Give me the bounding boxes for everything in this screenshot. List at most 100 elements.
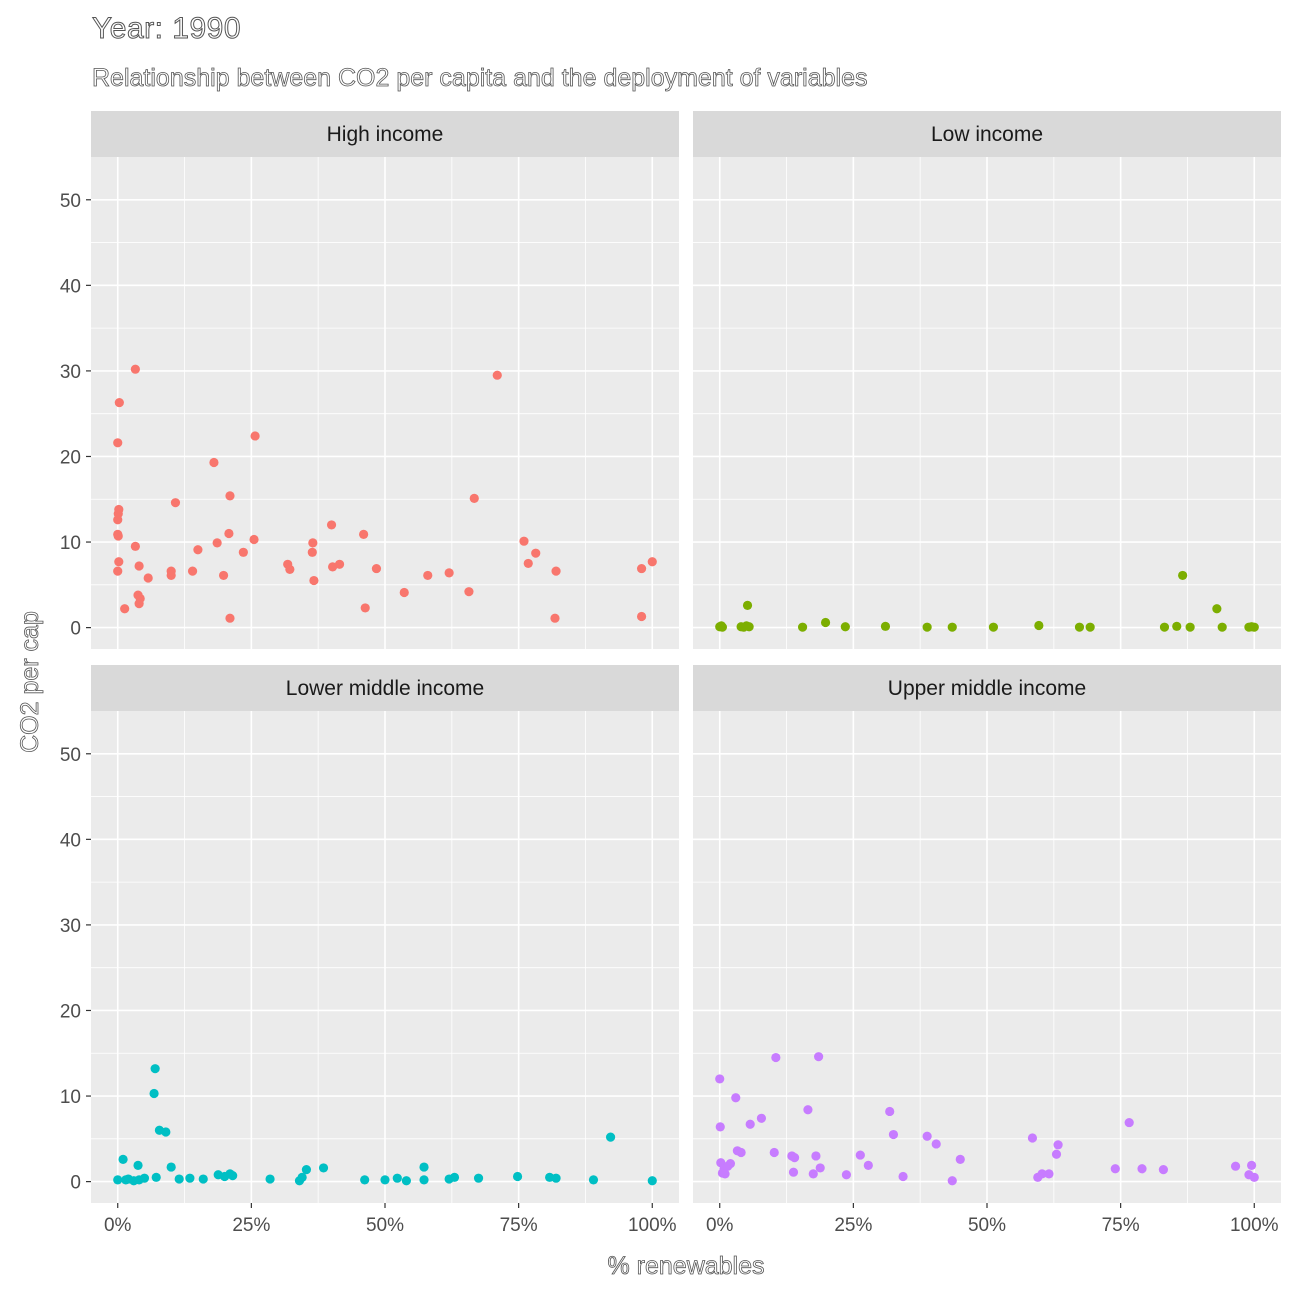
data-point <box>955 1154 965 1164</box>
data-point <box>922 1131 932 1141</box>
data-point <box>469 493 479 504</box>
data-point <box>808 1169 818 1179</box>
data-point <box>166 1162 176 1172</box>
data-point <box>249 534 259 545</box>
data-point <box>166 570 176 581</box>
data-point <box>588 1175 599 1185</box>
data-point <box>803 1105 813 1115</box>
data-point <box>880 621 891 631</box>
x-tick-label: 25% <box>232 1215 270 1236</box>
data-point <box>134 599 144 609</box>
data-point <box>898 1171 908 1182</box>
data-point <box>170 498 181 508</box>
data-point <box>371 563 382 574</box>
data-point <box>113 1175 123 1185</box>
data-point <box>551 1173 561 1183</box>
data-point <box>1137 1164 1147 1174</box>
chart-title: Year: 1990 <box>91 12 242 46</box>
data-point <box>401 1176 411 1186</box>
data-point <box>715 1074 725 1084</box>
data-point <box>473 1173 484 1183</box>
facet-strip <box>693 665 1281 711</box>
data-point <box>715 1122 725 1132</box>
data-point <box>174 1174 184 1184</box>
data-point <box>449 1172 460 1182</box>
data-point <box>1034 620 1044 631</box>
data-point <box>756 1113 767 1123</box>
data-point <box>423 570 433 581</box>
data-point <box>118 1154 128 1164</box>
data-point <box>334 559 345 569</box>
x-tick-label: 0% <box>706 1215 734 1236</box>
data-point <box>841 1170 852 1180</box>
data-point <box>840 622 850 632</box>
x-tick-label: 50% <box>366 1215 404 1236</box>
data-point <box>636 611 647 622</box>
data-point <box>419 1162 429 1172</box>
data-point <box>113 515 123 525</box>
y-tick-label: 10 <box>60 1087 81 1108</box>
data-point <box>228 1171 238 1181</box>
data-point <box>885 1106 895 1117</box>
data-point <box>265 1174 275 1184</box>
data-point <box>1074 622 1085 632</box>
x-tick-label: 75% <box>1102 1215 1140 1236</box>
y-tick-label: 0 <box>70 619 81 640</box>
data-point <box>771 1052 781 1063</box>
data-point <box>605 1132 616 1142</box>
data-point <box>888 1129 899 1140</box>
y-axis-title: CO2 per cap <box>16 611 44 753</box>
x-tick-label: 100% <box>1230 1215 1279 1236</box>
data-point <box>1158 1165 1168 1175</box>
data-point <box>198 1174 208 1184</box>
y-tick-label: 10 <box>60 533 81 554</box>
data-point <box>392 1173 402 1183</box>
y-tick-label: 40 <box>60 830 81 851</box>
x-tick-label: 25% <box>834 1215 872 1236</box>
data-point <box>238 547 248 557</box>
data-point <box>1044 1169 1054 1179</box>
data-point <box>328 562 338 572</box>
facet-strip <box>693 111 1281 157</box>
data-point <box>149 1088 159 1099</box>
data-point <box>550 613 560 623</box>
data-point <box>285 564 295 575</box>
data-point <box>863 1160 873 1170</box>
data-point <box>309 575 319 586</box>
data-point <box>209 457 219 468</box>
data-point <box>308 538 318 548</box>
data-point <box>1172 621 1182 631</box>
data-point <box>820 617 831 628</box>
data-point <box>1217 622 1227 632</box>
data-point <box>307 547 317 557</box>
data-point <box>113 531 123 541</box>
data-point <box>742 600 753 610</box>
data-point <box>731 1093 741 1103</box>
data-point <box>814 1052 824 1062</box>
data-point <box>1212 604 1222 614</box>
data-point <box>1124 1117 1134 1128</box>
data-point <box>151 1172 161 1182</box>
data-point <box>1085 622 1095 632</box>
data-point <box>444 568 454 578</box>
x-tick-label: 0% <box>104 1215 132 1236</box>
data-point <box>744 622 754 632</box>
data-point <box>1185 622 1195 632</box>
data-point <box>988 622 999 632</box>
facet-panels: High income 0 10 20 30 40 50 Low income Lower mi… <box>60 111 1281 1236</box>
data-point <box>736 1147 746 1158</box>
data-point <box>947 1176 957 1186</box>
data-point <box>360 603 370 613</box>
facet-upper-middle-income: Upper middle income 0% 25% 50% 75% 100% <box>693 665 1281 1236</box>
data-point <box>1247 1160 1257 1170</box>
facet-high-income: High income 0 10 20 30 40 50 <box>60 111 679 649</box>
data-point <box>647 557 657 567</box>
data-point <box>523 558 533 569</box>
y-tick-label: 0 <box>70 1173 81 1194</box>
data-point <box>720 1169 730 1179</box>
data-point <box>193 545 203 555</box>
data-point <box>113 438 123 448</box>
data-point <box>1249 622 1259 632</box>
y-tick-label: 20 <box>60 447 81 468</box>
